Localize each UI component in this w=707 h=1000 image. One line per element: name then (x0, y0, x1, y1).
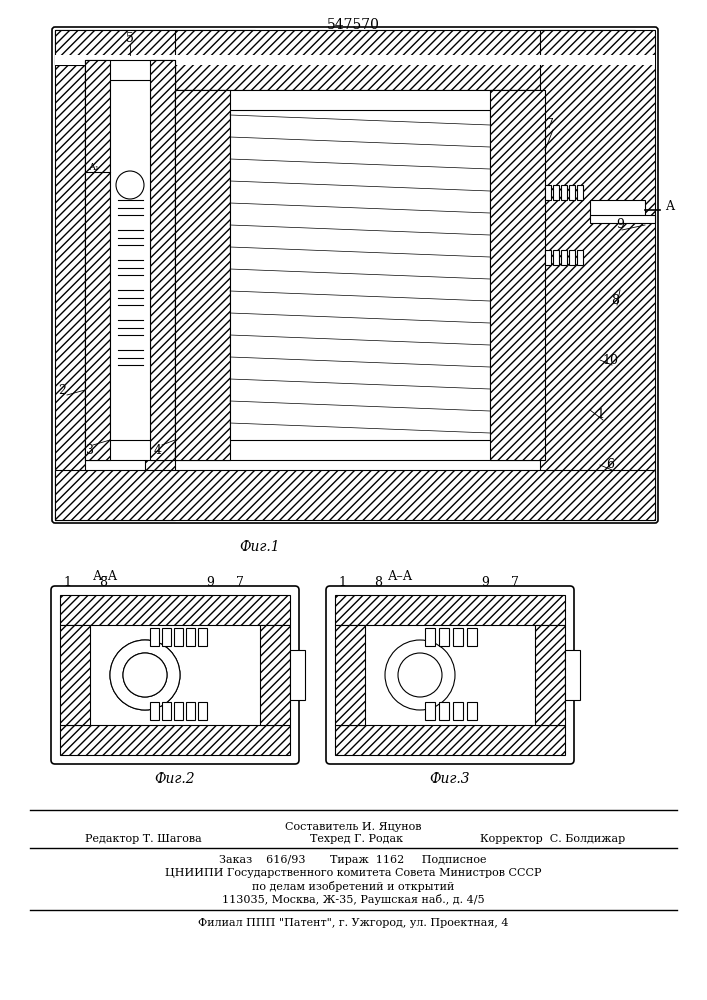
Bar (175, 90, 230, 460)
Bar (110, 80, 150, 440)
Bar (162, 702, 171, 720)
Text: 547570: 547570 (327, 18, 380, 32)
Text: 6: 6 (606, 458, 614, 472)
Bar (174, 702, 183, 720)
Bar (60, 595, 290, 625)
Bar (150, 628, 159, 646)
Bar (553, 185, 559, 200)
Text: 9: 9 (206, 576, 214, 588)
Bar (335, 595, 565, 625)
Text: 8: 8 (99, 576, 107, 588)
Text: 8: 8 (374, 576, 382, 588)
Bar (439, 702, 449, 720)
Text: 9: 9 (616, 219, 624, 232)
Bar (467, 702, 477, 720)
Wedge shape (110, 640, 180, 710)
Bar (60, 625, 90, 725)
Text: 4: 4 (154, 444, 162, 456)
Bar (55, 30, 255, 65)
Bar (174, 628, 183, 646)
Bar (569, 185, 575, 200)
Bar (198, 702, 207, 720)
Circle shape (116, 171, 144, 199)
Bar (175, 90, 540, 460)
Text: Заказ    616/93       Тираж  1162     Подписное: Заказ 616/93 Тираж 1162 Подписное (219, 855, 486, 865)
Bar (85, 60, 175, 460)
Bar (162, 628, 171, 646)
Text: Редактор Т. Шагова: Редактор Т. Шагова (85, 834, 201, 844)
Circle shape (398, 653, 442, 697)
Text: А–А: А–А (387, 570, 413, 583)
Text: Фиг.3: Фиг.3 (430, 772, 470, 786)
Bar (577, 185, 583, 200)
Bar (150, 702, 159, 720)
Text: 7: 7 (236, 576, 244, 588)
Bar (60, 725, 290, 755)
Bar (590, 215, 655, 223)
Bar (198, 628, 207, 646)
Circle shape (110, 640, 180, 710)
Bar (561, 250, 567, 265)
Circle shape (123, 653, 167, 697)
Bar (453, 628, 463, 646)
Bar (55, 30, 175, 520)
Bar (290, 650, 305, 700)
Bar (439, 628, 449, 646)
Bar (545, 185, 551, 200)
Bar (55, 470, 655, 520)
Bar (425, 702, 435, 720)
Text: 1: 1 (63, 576, 71, 588)
Bar (569, 250, 575, 265)
Bar (85, 60, 145, 480)
Bar (186, 628, 195, 646)
Text: по делам изобретений и открытий: по делам изобретений и открытий (252, 881, 454, 892)
Text: Составитель И. Яцунов: Составитель И. Яцунов (285, 822, 421, 832)
Text: 5: 5 (126, 31, 134, 44)
Bar (186, 702, 195, 720)
Bar (590, 200, 645, 220)
Bar (577, 250, 583, 265)
Bar (467, 628, 477, 646)
Text: Фиг.2: Фиг.2 (155, 772, 195, 786)
Bar (453, 702, 463, 720)
Text: 3: 3 (86, 444, 94, 456)
Text: А–А: А–А (93, 570, 117, 583)
Text: 10: 10 (602, 354, 618, 366)
Bar (85, 60, 110, 460)
Bar (540, 30, 655, 520)
Text: ЦНИИПИ Государственного комитета Совета Министров СССР: ЦНИИПИ Государственного комитета Совета … (165, 868, 542, 878)
Text: 9: 9 (481, 576, 489, 588)
Bar (561, 185, 567, 200)
Text: 7: 7 (546, 118, 554, 131)
Text: A₁: A₁ (88, 163, 99, 172)
Text: 8: 8 (611, 294, 619, 306)
Text: Корректор  С. Болдижар: Корректор С. Болдижар (480, 834, 625, 844)
Bar (545, 250, 551, 265)
Circle shape (385, 640, 455, 710)
Bar (335, 625, 365, 725)
Text: 1: 1 (338, 576, 346, 588)
Bar (535, 625, 565, 725)
Text: Техред Г. Родак: Техред Г. Родак (310, 834, 403, 844)
Bar (425, 628, 435, 646)
Bar (150, 60, 175, 460)
Text: Фиг.1: Фиг.1 (240, 540, 280, 554)
FancyBboxPatch shape (326, 586, 574, 764)
Text: 113035, Москва, Ж-35, Раушская наб., д. 4/5: 113035, Москва, Ж-35, Раушская наб., д. … (222, 894, 484, 905)
Bar (175, 30, 635, 90)
Bar (55, 55, 655, 65)
Text: A: A (665, 200, 674, 214)
Text: 1: 1 (596, 408, 604, 422)
Bar (335, 725, 565, 755)
Bar (490, 90, 545, 460)
Text: Филиал ППП "Патент", г. Ужгород, ул. Проектная, 4: Филиал ППП "Патент", г. Ужгород, ул. Про… (198, 918, 508, 928)
Text: 2: 2 (58, 383, 66, 396)
Bar (230, 110, 490, 440)
Bar (565, 650, 580, 700)
Bar (553, 250, 559, 265)
FancyBboxPatch shape (51, 586, 299, 764)
Text: 7: 7 (511, 576, 519, 588)
Bar (260, 625, 290, 725)
